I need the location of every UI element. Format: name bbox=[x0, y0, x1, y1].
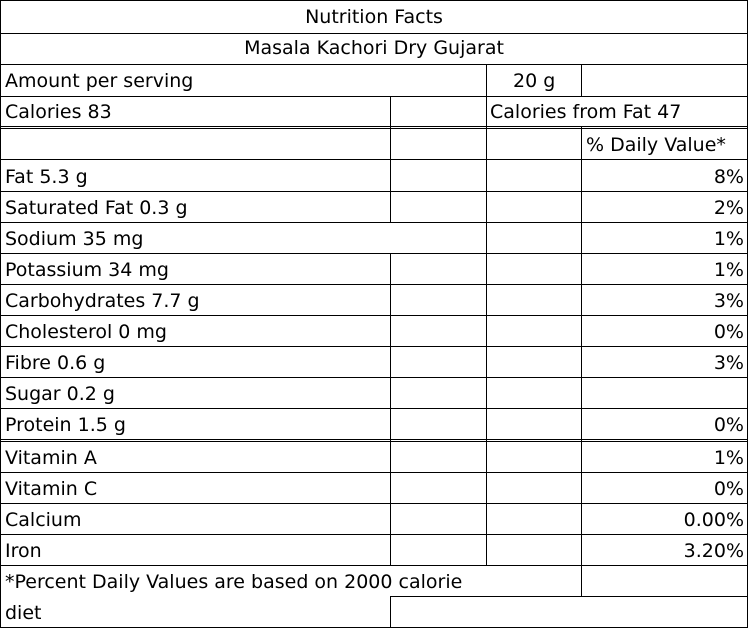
vitamin-daily-value: 0% bbox=[713, 478, 744, 500]
nutrient-daily-value: 3% bbox=[713, 290, 744, 312]
h-rule bbox=[0, 222, 748, 223]
h-rule bbox=[0, 315, 748, 316]
h-rule bbox=[0, 284, 748, 285]
h-rule bbox=[0, 472, 748, 473]
v-rule bbox=[486, 64, 487, 127]
v-rule bbox=[486, 346, 487, 408]
nutrient-daily-value: 1% bbox=[713, 228, 744, 250]
h-rule bbox=[0, 159, 748, 160]
h-rule bbox=[0, 627, 748, 628]
nutrient-daily-value: 0% bbox=[713, 321, 744, 343]
v-rule bbox=[581, 127, 582, 566]
calories-from-fat: Calories from Fat 47 bbox=[490, 101, 682, 123]
v-rule bbox=[390, 96, 391, 223]
footnote-line-1: *Percent Daily Values are based on 2000 … bbox=[5, 571, 463, 593]
nutrient-label: Fat 5.3 g bbox=[5, 166, 88, 188]
h-rule bbox=[0, 96, 748, 97]
v-rule bbox=[390, 596, 391, 628]
h-rule bbox=[0, 377, 748, 378]
vitamin-daily-value: 3.20% bbox=[683, 540, 744, 562]
serving-value: 20 g bbox=[513, 70, 556, 92]
v-rule bbox=[581, 64, 582, 96]
vitamin-daily-value: 1% bbox=[713, 447, 744, 469]
v-rule bbox=[486, 408, 487, 565]
nutrient-label: Carbohydrates 7.7 g bbox=[5, 290, 200, 312]
nutrient-daily-value: 8% bbox=[713, 166, 744, 188]
h-rule bbox=[0, 0, 748, 1]
vitamin-daily-value: 0.00% bbox=[683, 509, 744, 531]
v-rule bbox=[390, 408, 391, 565]
h-rule bbox=[0, 64, 748, 65]
nutrient-label: Sodium 35 mg bbox=[5, 228, 144, 250]
h-rule bbox=[0, 503, 748, 504]
nutrient-daily-value: 2% bbox=[713, 197, 744, 219]
nutrient-label: Saturated Fat 0.3 g bbox=[5, 197, 188, 219]
v-rule bbox=[0, 0, 1, 628]
v-rule bbox=[486, 127, 487, 254]
vitamin-label: Vitamin A bbox=[5, 447, 97, 469]
h-rule bbox=[0, 191, 748, 192]
nutrient-daily-value: 3% bbox=[713, 352, 744, 374]
h-rule bbox=[390, 596, 748, 597]
footnote-line-2: diet bbox=[5, 602, 42, 624]
h-rule bbox=[0, 408, 748, 409]
nutrient-daily-value: 1% bbox=[713, 259, 744, 281]
double-rule bbox=[0, 126, 748, 129]
v-rule bbox=[390, 253, 391, 346]
serving-label: Amount per serving bbox=[5, 70, 194, 92]
nutrient-daily-value: 0% bbox=[713, 414, 744, 436]
nutrient-label: Protein 1.5 g bbox=[5, 414, 126, 436]
double-rule bbox=[0, 439, 748, 442]
h-rule bbox=[0, 565, 748, 566]
table-title: Nutrition Facts bbox=[305, 6, 443, 28]
daily-value-header: % Daily Value* bbox=[586, 134, 726, 156]
v-rule bbox=[486, 253, 487, 346]
product-name: Masala Kachori Dry Gujarat bbox=[244, 37, 504, 59]
nutrient-label: Potassium 34 mg bbox=[5, 259, 169, 281]
vitamin-label: Iron bbox=[5, 540, 42, 562]
h-rule bbox=[0, 33, 748, 34]
h-rule bbox=[0, 253, 748, 254]
v-rule bbox=[581, 565, 582, 597]
vitamin-label: Vitamin C bbox=[5, 478, 98, 500]
h-rule bbox=[0, 346, 748, 347]
calories-label: Calories 83 bbox=[5, 101, 112, 123]
nutrient-label: Cholesterol 0 mg bbox=[5, 321, 167, 343]
vitamin-label: Calcium bbox=[5, 509, 82, 531]
nutrient-label: Sugar 0.2 g bbox=[5, 383, 115, 405]
h-rule bbox=[0, 534, 748, 535]
nutrient-label: Fibre 0.6 g bbox=[5, 352, 106, 374]
v-rule bbox=[390, 346, 391, 408]
